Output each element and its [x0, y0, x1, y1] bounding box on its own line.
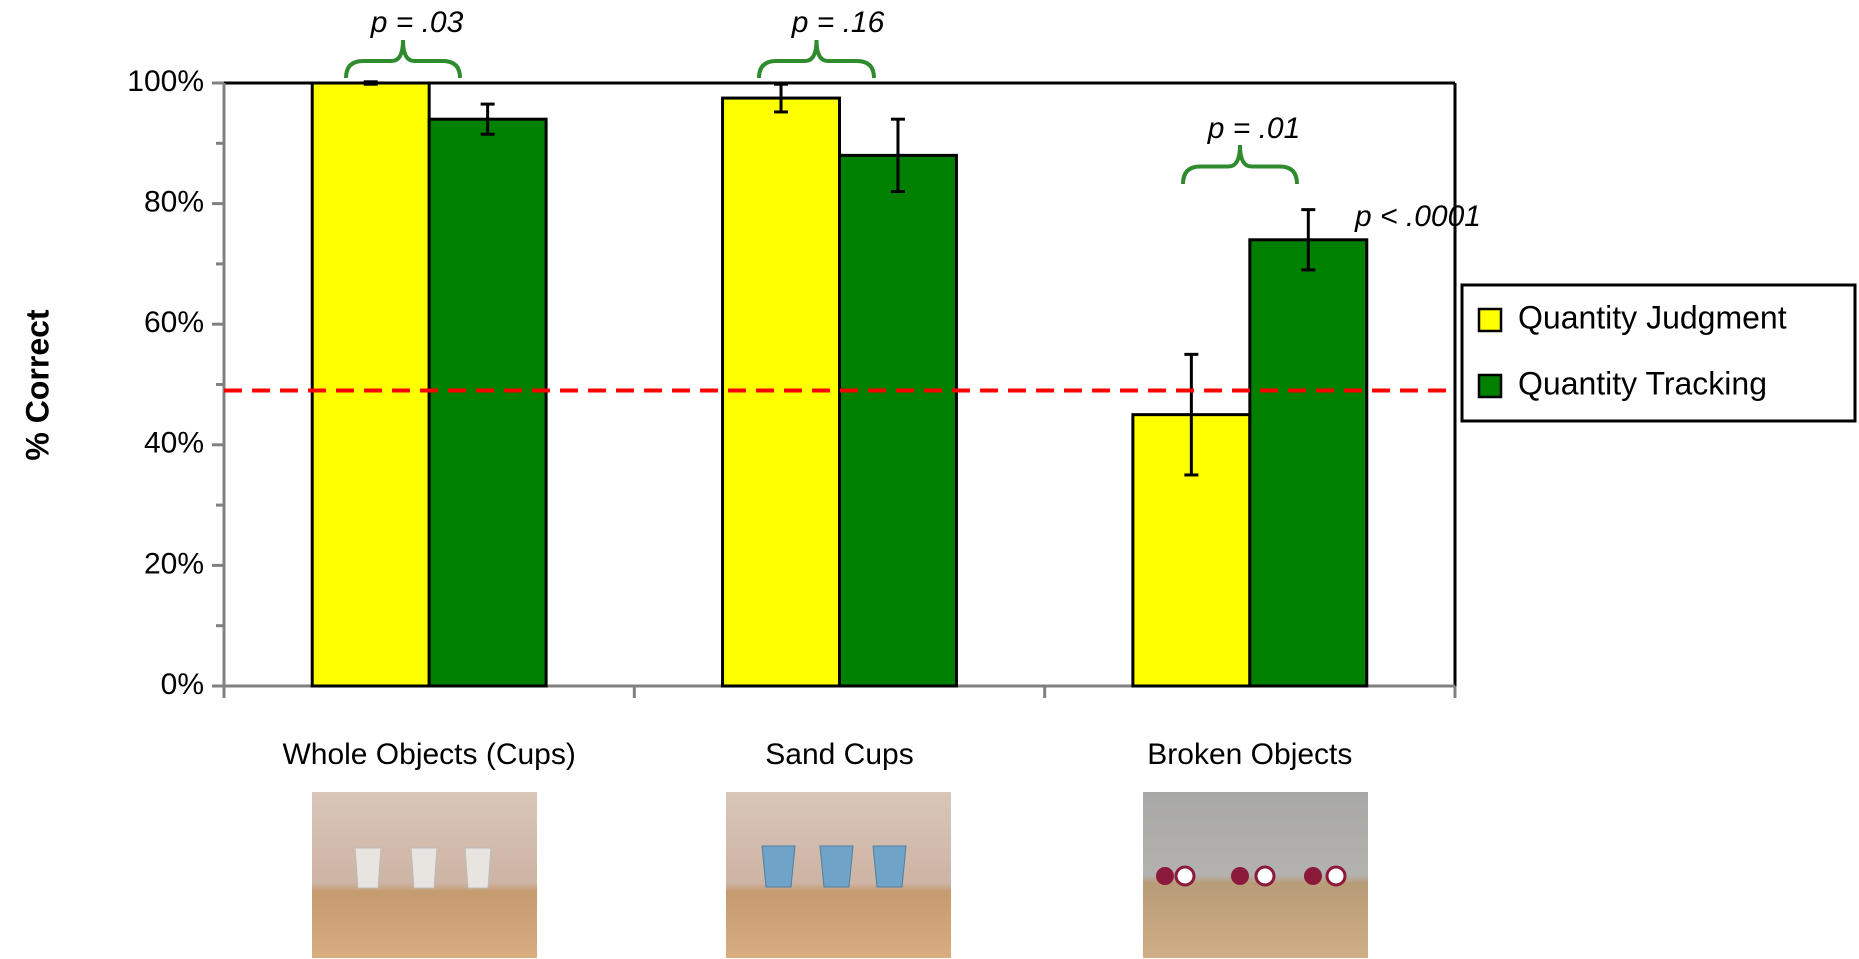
x-tick-label: Broken Objects — [1147, 738, 1352, 771]
y-tick-label: 20% — [144, 547, 204, 580]
y-tick-label: 40% — [144, 427, 204, 460]
bar — [840, 155, 957, 686]
legend-label: Quantity Judgment — [1518, 299, 1787, 335]
x-tick-label: Whole Objects (Cups) — [282, 738, 575, 771]
y-tick-label: 0% — [161, 668, 204, 701]
significance-brace — [346, 40, 460, 78]
y-axis-title: % Correct — [19, 309, 55, 461]
significance-brace — [759, 40, 874, 78]
photo-cups — [762, 846, 906, 887]
legend-label: Quantity Tracking — [1518, 365, 1767, 401]
photo-cups — [355, 848, 491, 888]
p-value-annotation: p = .16 — [791, 6, 885, 39]
y-tick-label: 60% — [144, 306, 204, 339]
y-tick-label: 100% — [127, 65, 204, 98]
p-value-annotation: p < .0001 — [1354, 200, 1481, 233]
legend-swatch — [1479, 375, 1501, 397]
page: % Correct 0% 20% 40% 60% 80% 100% Whole Object… — [0, 0, 1859, 959]
bar — [312, 83, 429, 686]
chart: % Correct 0% 20% 40% 60% 80% 100% Whole Object… — [0, 0, 1859, 959]
legend-swatch — [1479, 309, 1501, 331]
error-bar — [364, 82, 378, 84]
p-value-annotation: p = .01 — [1207, 112, 1301, 145]
bar — [429, 119, 546, 686]
x-tick-label: Sand Cups — [765, 738, 913, 771]
significance-brace — [1183, 145, 1297, 184]
p-value-annotation: p = .03 — [370, 6, 464, 39]
photos — [312, 792, 1368, 958]
y-tick-label: 80% — [144, 186, 204, 219]
bar — [1250, 240, 1367, 686]
